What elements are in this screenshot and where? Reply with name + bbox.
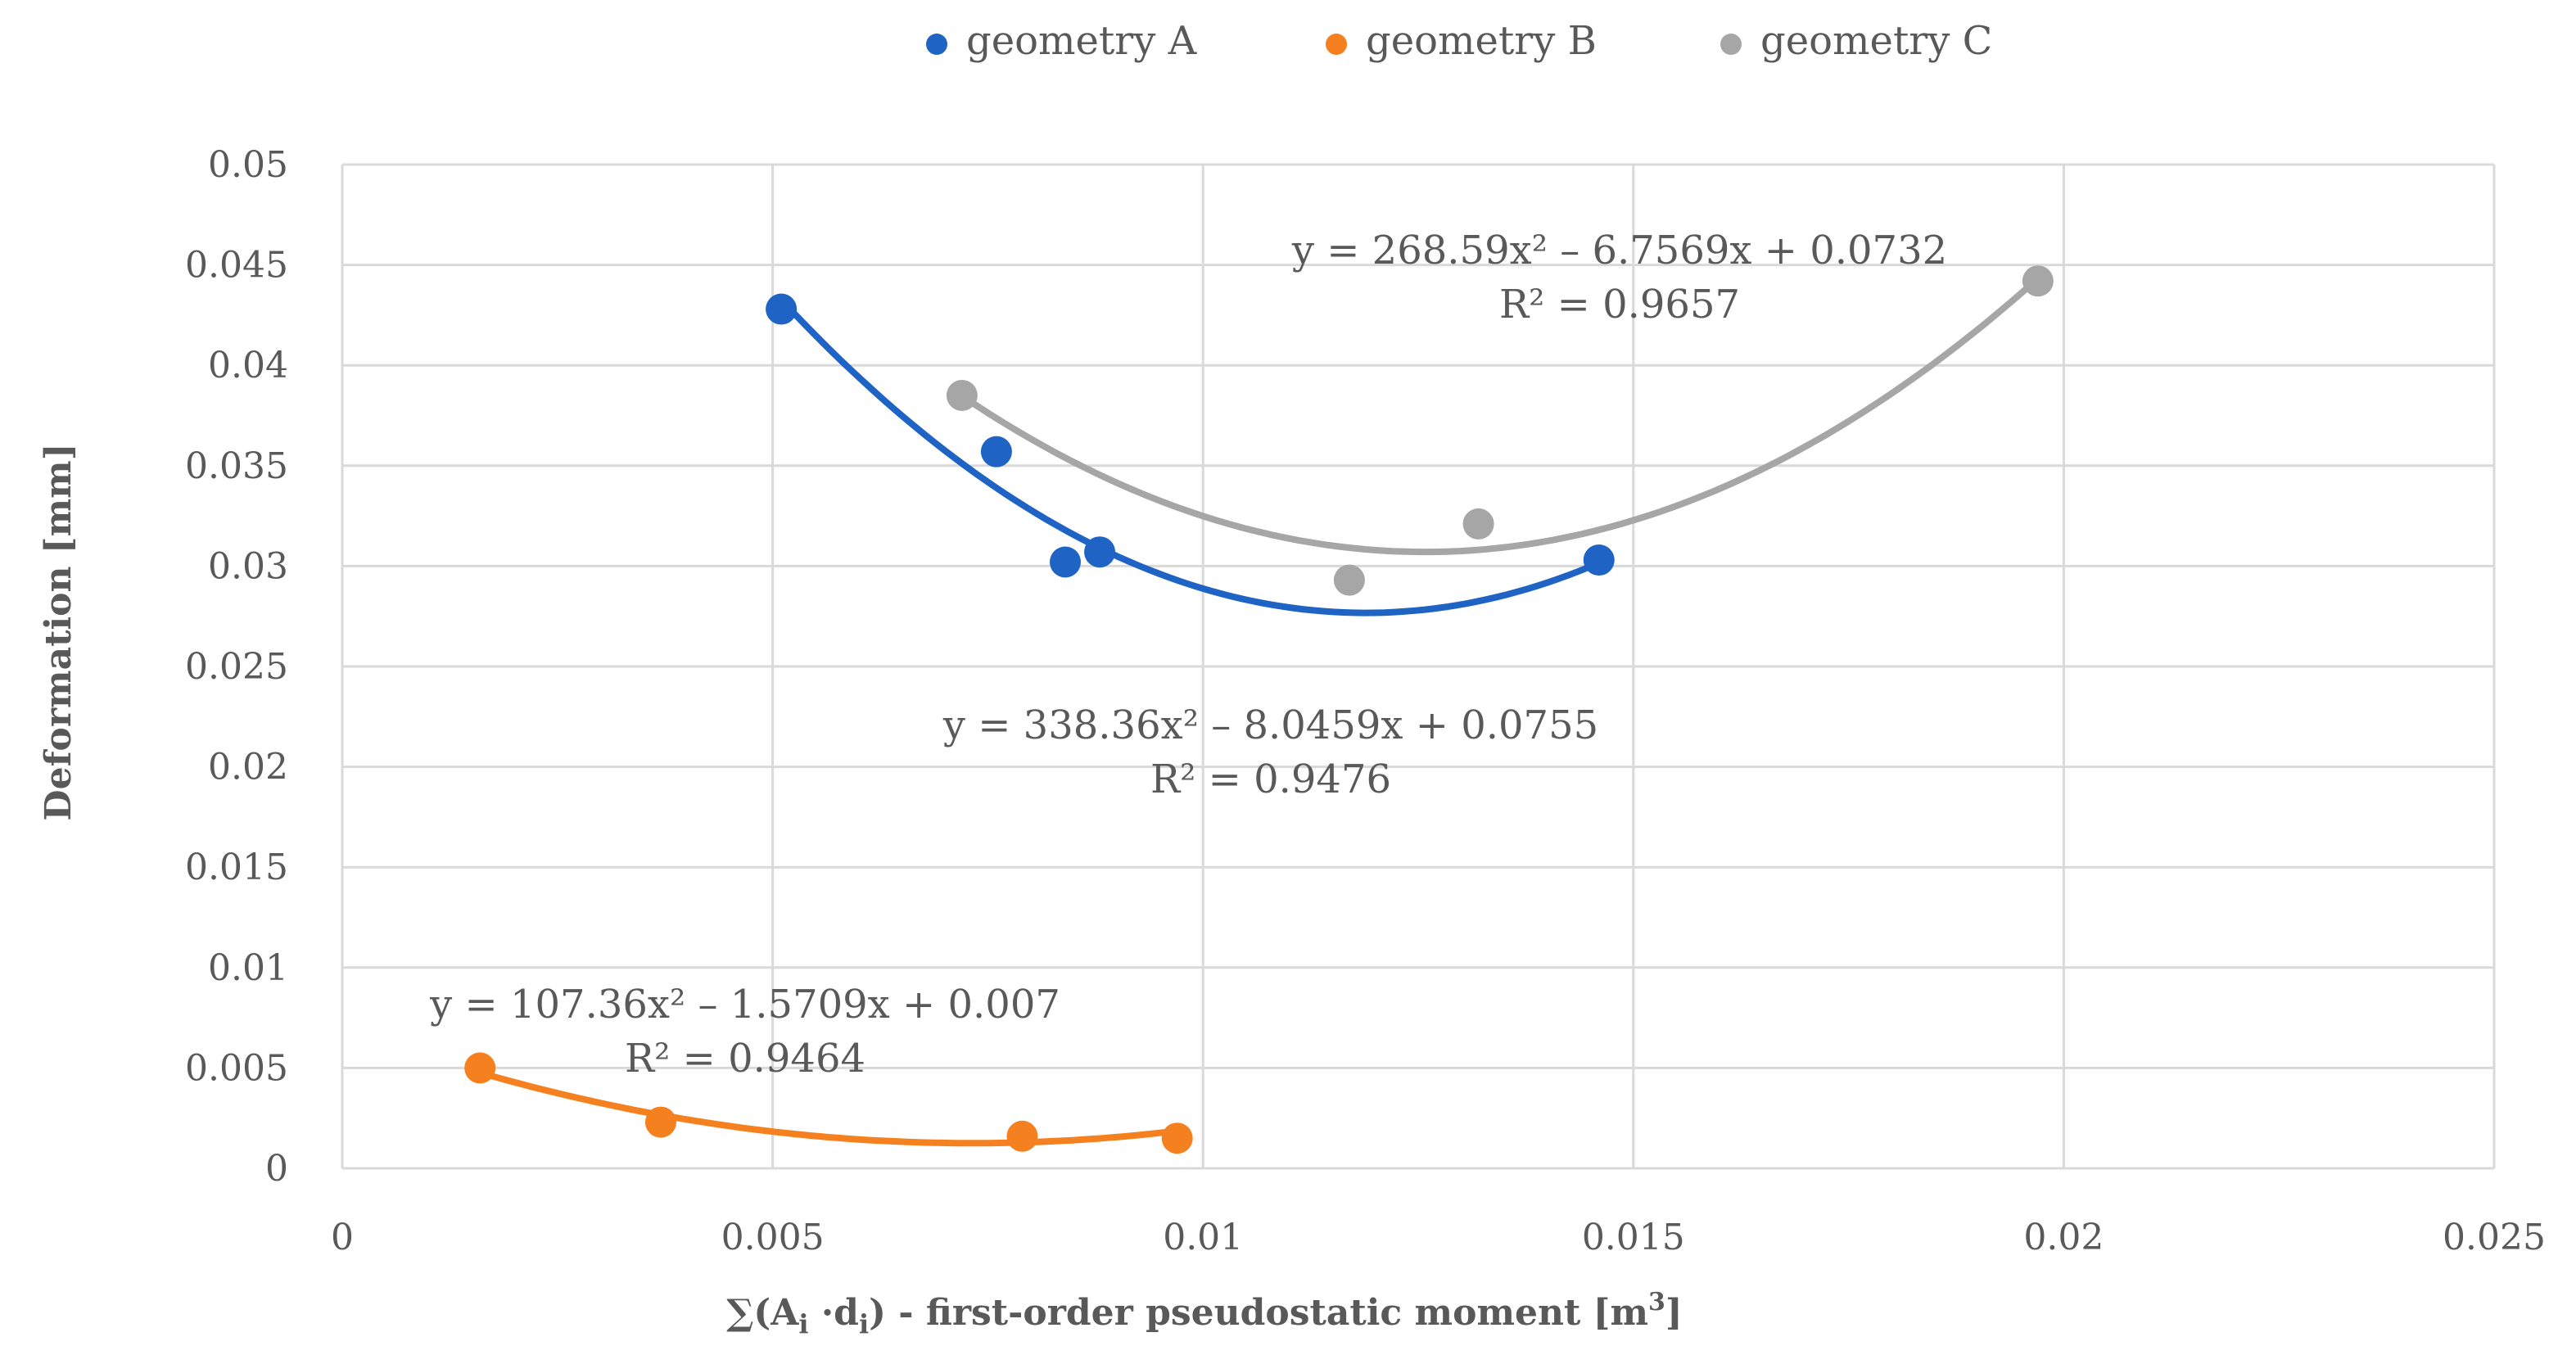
y-axis-title: Deformation [mm] [38,443,79,820]
x-tick-label: 0.005 [721,1217,825,1258]
point-geometry-c [946,379,978,411]
point-geometry-a [1084,536,1116,568]
y-tick-label: 0.035 [185,445,288,487]
trendline-geometry-a [778,296,1602,617]
trend-equation: y = 268.59x² – 6.7569x + 0.0732 [1291,228,1947,273]
data-points [464,265,2054,1154]
y-tick-label: 0.05 [208,144,288,186]
point-geometry-a [1050,546,1082,578]
y-tick-labels: 0 0.005 0.01 0.015 0.02 0.025 0.03 0.035 0.04 0.0… [185,144,288,1190]
point-geometry-a [980,436,1012,467]
x-tick-labels: 0 0.005 0.01 0.015 0.02 0.025 [331,1217,2546,1258]
y-tick-label: 0.025 [185,646,288,688]
legend-marker-geometry-a [926,34,947,55]
point-geometry-b [1161,1122,1193,1154]
point-geometry-b [644,1106,676,1138]
legend-marker-geometry-c [1720,34,1742,55]
point-geometry-c [2022,265,2054,297]
trend-equations: y = 338.36x² – 8.0459x + 0.0755 R² = 0.94… [429,228,1947,1082]
trendline-geometry-b [477,1069,1181,1147]
trend-equation: y = 107.36x² – 1.5709x + 0.007 [429,982,1060,1028]
x-tick-label: 0.025 [2443,1217,2546,1258]
trend-r-squared: R² = 0.9657 [1499,282,1740,327]
y-tick-label: 0.005 [185,1047,288,1089]
y-tick-label: 0 [265,1148,288,1190]
x-tick-label: 0 [331,1217,354,1258]
y-tick-label: 0.03 [208,545,288,587]
y-tick-label: 0.015 [185,847,288,888]
x-tick-label: 0.01 [1163,1217,1243,1258]
trendlines [477,275,2041,1147]
trendline-geometry-c [958,275,2041,556]
legend-marker-geometry-b [1326,34,1347,55]
y-tick-label: 0.04 [208,345,288,386]
legend-label-geometry-c: geometry C [1760,18,1992,64]
point-geometry-a [766,293,798,325]
x-tick-label: 0.02 [2023,1217,2104,1258]
point-geometry-b [1006,1120,1038,1152]
trend-r-squared: R² = 0.9476 [1150,757,1391,802]
legend: geometry A geometry B geometry C [926,18,1992,64]
trend-equation: y = 338.36x² – 8.0459x + 0.0755 [942,702,1598,748]
legend-label-geometry-a: geometry A [966,18,1198,64]
y-tick-label: 0.01 [208,947,288,989]
point-geometry-c [1333,564,1365,596]
y-tick-label: 0.02 [208,747,288,788]
point-geometry-b [464,1052,496,1084]
y-tick-label: 0.045 [185,245,288,287]
trend-r-squared: R² = 0.9464 [625,1036,865,1082]
x-tick-label: 0.015 [1582,1217,1685,1258]
legend-label-geometry-b: geometry B [1366,18,1597,64]
point-geometry-c [1462,508,1494,540]
gridlines [341,163,2496,1170]
point-geometry-a [1583,544,1615,576]
x-axis-title: ∑(Ai ·di) - first-order pseudostatic mom… [726,1288,1682,1339]
